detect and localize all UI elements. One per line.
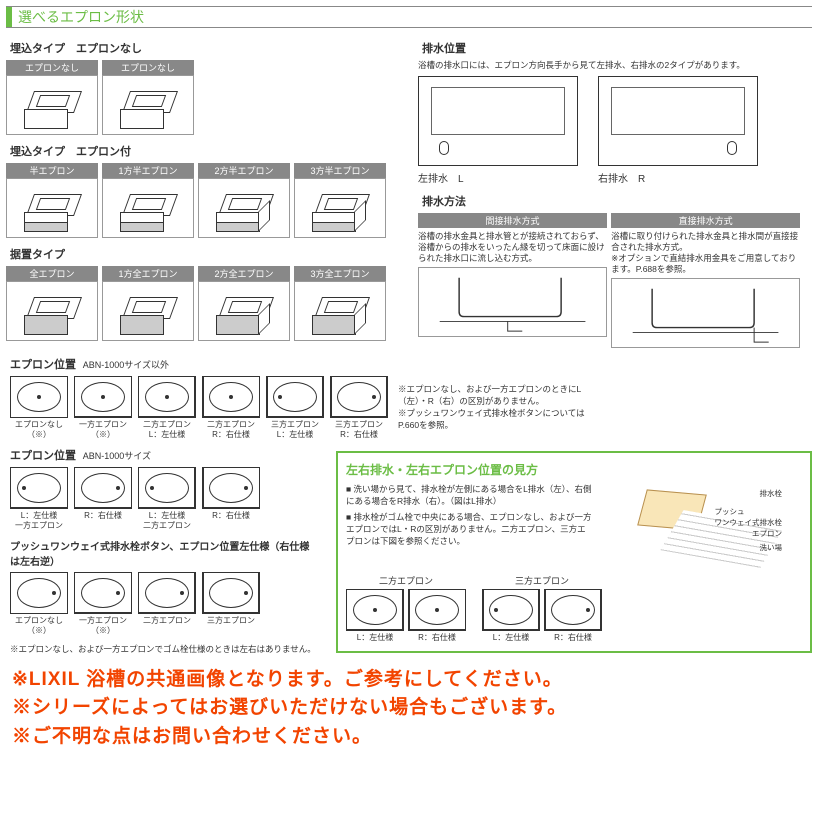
push-label: プッシュワンウェイ式排水栓ボタン、エプロン位置左仕様（右仕様は左右逆） — [10, 538, 316, 568]
oval-diagram — [74, 572, 132, 614]
main-header: 選べるエプロン形状 — [6, 6, 812, 28]
tub-diagram — [198, 281, 290, 341]
section-embed-none: 埋込タイプ エプロンなし — [10, 40, 406, 56]
green-bullet1: ■ 洗い場から見て、排水栓が左側にある場合をL排水（左）、右側にある場合をR排水… — [346, 484, 592, 508]
tag: エプロンなし — [102, 60, 194, 75]
indirect-diagram — [418, 267, 607, 337]
disclaimer-line3: ※ご不明な点はお問い合わせください。 — [12, 723, 806, 752]
apron-pos2-label: エプロン位置 — [10, 450, 76, 462]
tag: 半エプロン — [6, 163, 98, 178]
indirect-desc: 浴槽の排水金具と排水管とが接続されておらず、浴槽からの排水をいったん縁を切って床… — [418, 231, 607, 264]
oval-diagram — [10, 572, 68, 614]
drain-left-diagram — [418, 76, 578, 166]
main-title: 選べるエプロン形状 — [18, 7, 144, 27]
oval-diagram — [202, 467, 260, 509]
disclaimer: ※LIXIL 浴槽の共通画像となります。ご参考にしてください。 ※シリーズによっ… — [6, 656, 812, 758]
tub-diagram — [198, 178, 290, 238]
oval-diagram — [408, 589, 466, 631]
section-drain-method: 排水方法 — [422, 193, 812, 209]
tag: 3方半エプロン — [294, 163, 386, 178]
tag-direct: 直接排水方式 — [611, 213, 800, 228]
oval-diagram — [138, 572, 196, 614]
apron-pos2-sub: ABN-1000サイズ — [83, 451, 151, 461]
direct-desc: 浴槽に取り付けられた排水金具と排水間が直接接合された排水方式。 ※オプションで直… — [611, 231, 800, 275]
tag: 3方全エプロン — [294, 266, 386, 281]
tub-diagram — [102, 178, 194, 238]
tag: エプロンなし — [6, 60, 98, 75]
apron-note: ※エプロンなし、および一方エプロンのときにL（左）・R（右）の区別がありません。… — [398, 384, 598, 432]
oval-diagram — [74, 467, 132, 509]
iso-diagram: 排水栓 プッシュ ワンウェイ式排水栓 エプロン 洗い場 — [602, 484, 782, 564]
oval-diagram — [330, 376, 388, 418]
disclaimer-line1: ※LIXIL 浴槽の共通画像となります。ご参考にしてください。 — [12, 666, 806, 695]
drain-left-label: 左排水 L — [418, 170, 578, 185]
oval-diagram — [10, 467, 68, 509]
oval-diagram — [138, 376, 196, 418]
tub-diagram — [102, 281, 194, 341]
tub-diagram — [294, 281, 386, 341]
tag-indirect: 間接排水方式 — [418, 213, 607, 228]
tub-diagram — [6, 75, 98, 135]
oval-diagram — [346, 589, 404, 631]
tub-diagram — [6, 178, 98, 238]
apron-pos-sub: ABN-1000サイズ以外 — [83, 360, 169, 370]
disclaimer-line2: ※シリーズによってはお選びいただけない場合もございます。 — [12, 694, 806, 723]
oval-diagram — [138, 467, 196, 509]
oval-diagram — [74, 376, 132, 418]
tub-diagram — [6, 281, 98, 341]
tag: 1方半エプロン — [102, 163, 194, 178]
apron-pos-label: エプロン位置 — [10, 359, 76, 371]
oval-diagram — [544, 589, 602, 631]
direct-diagram — [611, 278, 800, 348]
section-embed-apron: 埋込タイプ エプロン付 — [10, 143, 406, 159]
tag: 2方半エプロン — [198, 163, 290, 178]
green-bullet2: ■ 排水栓がゴム栓で中央にある場合、エプロンなし、および一方エプロンではL・Rの… — [346, 512, 592, 548]
tag: 2方全エプロン — [198, 266, 290, 281]
push-note: ※エプロンなし、および一方エプロンでゴム栓仕様のときは左右はありません。 — [10, 644, 316, 656]
oval-diagram — [202, 376, 260, 418]
accent-bar — [6, 7, 12, 27]
tag: 全エプロン — [6, 266, 98, 281]
drain-right-label: 右排水 R — [598, 170, 758, 185]
oval-diagram — [482, 589, 540, 631]
oval-diagram — [202, 572, 260, 614]
oval-diagram — [266, 376, 324, 418]
section-standing: 据置タイプ — [10, 246, 406, 262]
green-title: 左右排水・左右エプロン位置の見方 — [346, 461, 802, 478]
tub-diagram — [102, 75, 194, 135]
drain-right-diagram — [598, 76, 758, 166]
oval-diagram — [10, 376, 68, 418]
tub-diagram — [294, 178, 386, 238]
green-info-box: 左右排水・左右エプロン位置の見方 ■ 洗い場から見て、排水栓が左側にある場合をL… — [336, 451, 812, 653]
tag: 1方全エプロン — [102, 266, 194, 281]
section-drain-pos: 排水位置 — [422, 40, 812, 56]
drain-desc: 浴槽の排水口には、エプロン方向長手から見て左排水、右排水の2タイプがあります。 — [418, 60, 812, 72]
